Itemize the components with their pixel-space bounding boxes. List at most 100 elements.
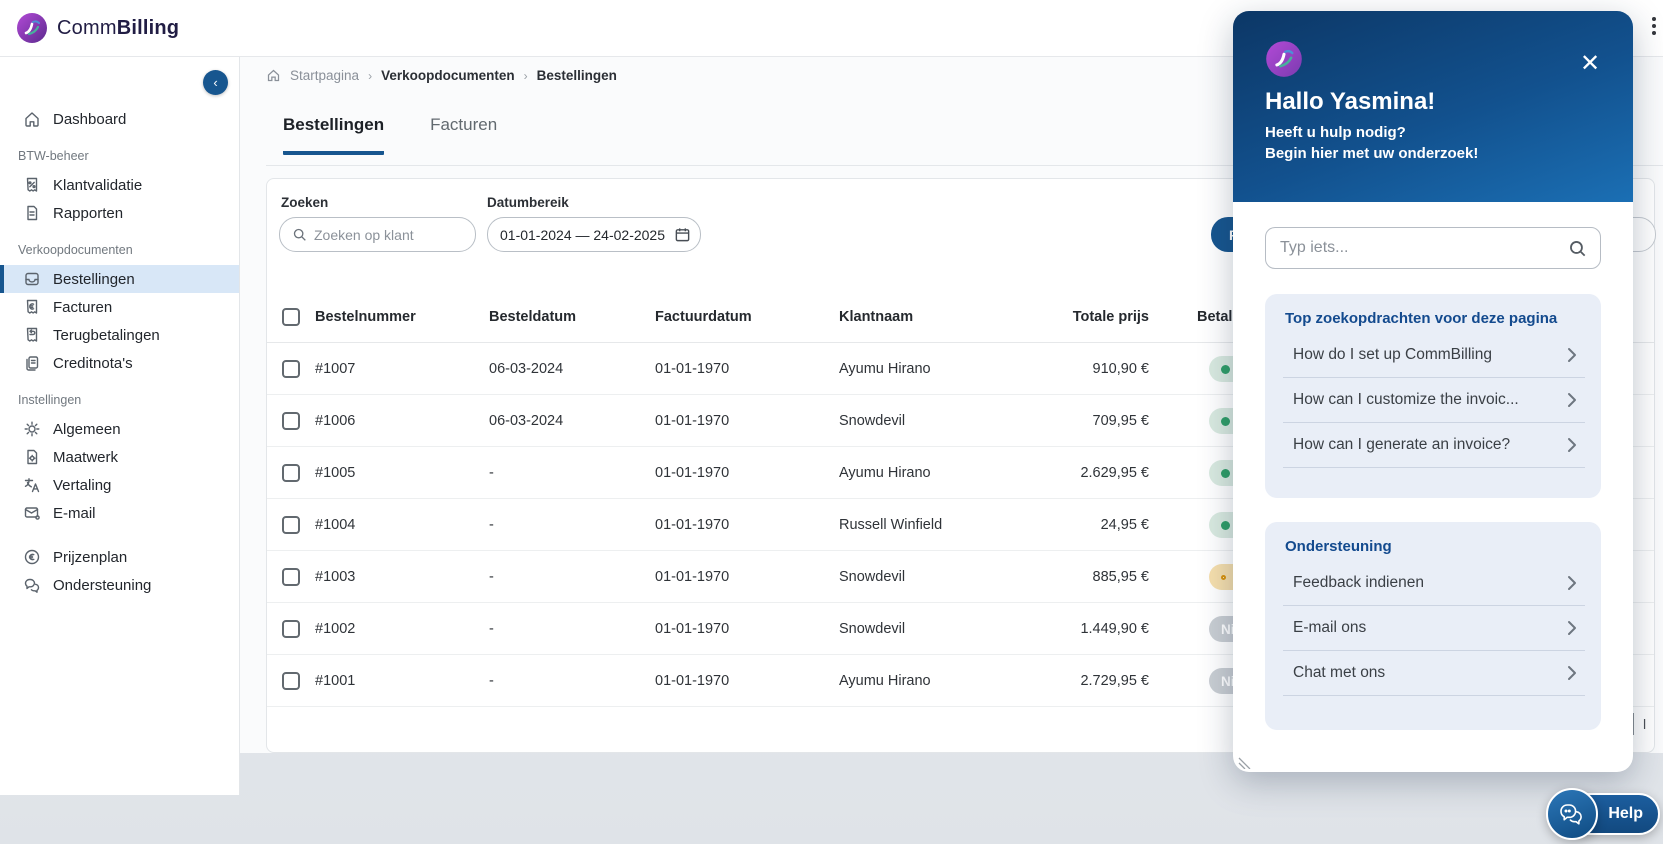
sidebar-collapse-button[interactable]: ‹	[203, 70, 228, 95]
help-fab[interactable]: Help	[1546, 788, 1660, 840]
header-klantnaam: Klantnaam	[839, 291, 913, 343]
document-gear-icon	[23, 448, 41, 466]
search-icon	[292, 227, 307, 242]
sidebar-item-prijzenplan[interactable]: Prijzenplan	[0, 543, 239, 571]
sidebar-item-label: E-mail	[53, 505, 96, 522]
help-greeting: Hallo Yasmina!	[1265, 88, 1435, 116]
help-item-generate-invoice[interactable]: How can I generate an invoice?	[1283, 423, 1585, 468]
cell-besteldatum: -	[489, 499, 494, 551]
cell-besteldatum: -	[489, 447, 494, 499]
row-checkbox[interactable]	[282, 464, 300, 482]
cell-totale-prijs: 1.449,90 €	[967, 603, 1149, 655]
cell-bestelnummer: #1002	[315, 603, 355, 655]
cell-besteldatum: -	[489, 551, 494, 603]
help-item-label: How can I generate an invoice?	[1293, 436, 1510, 454]
cell-bestelnummer: #1006	[315, 395, 355, 447]
help-panel-header: ✕ Hallo Yasmina! Heeft u hulp nodig? Beg…	[1233, 11, 1633, 202]
receipt-euro-icon	[23, 298, 41, 316]
sidebar-item-creditnotas[interactable]: Creditnota's	[0, 349, 239, 377]
cell-totale-prijs: 885,95 €	[967, 551, 1149, 603]
row-checkbox[interactable]	[282, 516, 300, 534]
header-totale-prijs: Totale prijs	[967, 291, 1149, 343]
chevron-right-icon	[1567, 392, 1577, 408]
sidebar-item-dashboard[interactable]: Dashboard	[0, 105, 239, 133]
cell-factuurdatum: 01-01-1970	[655, 499, 729, 551]
help-top-searches-section: Top zoekopdrachten voor deze pagina How …	[1265, 294, 1601, 498]
cell-bestelnummer: #1005	[315, 447, 355, 499]
row-checkbox[interactable]	[282, 620, 300, 638]
sidebar-item-maatwerk[interactable]: Maatwerk	[0, 443, 239, 471]
kebab-menu-icon[interactable]	[1647, 17, 1661, 43]
date-range-field[interactable]	[487, 217, 701, 252]
breadcrumb-startpagina[interactable]: Startpagina	[290, 68, 359, 83]
document-icon	[23, 204, 41, 222]
brand-name: CommBilling	[57, 17, 179, 40]
row-checkbox[interactable]	[282, 672, 300, 690]
search-input[interactable]	[314, 218, 469, 251]
cell-besteldatum: -	[489, 603, 494, 655]
brand: CommBilling	[16, 12, 179, 44]
help-search-input[interactable]	[1280, 228, 1550, 268]
select-all-checkbox[interactable]	[282, 308, 300, 326]
help-item-setup[interactable]: How do I set up CommBilling	[1283, 333, 1585, 378]
cell-totale-prijs: 2.629,95 €	[967, 447, 1149, 499]
sidebar-item-terugbetalingen[interactable]: Terugbetalingen	[0, 321, 239, 349]
inbox-icon	[23, 270, 41, 288]
cell-besteldatum: 06-03-2024	[489, 395, 563, 447]
cell-klantnaam: Ayumu Hirano	[839, 447, 931, 499]
row-checkbox[interactable]	[282, 412, 300, 430]
sidebar-item-label: Dashboard	[53, 111, 126, 128]
chevron-right-icon	[1567, 347, 1577, 363]
sidebar-section-btw: BTW-beheer	[0, 147, 239, 165]
cell-klantnaam: Russell Winfield	[839, 499, 942, 551]
cell-bestelnummer: #1004	[315, 499, 355, 551]
help-item-email-us[interactable]: E-mail ons	[1283, 606, 1585, 651]
date-range-input[interactable]	[500, 218, 666, 251]
sidebar-item-bestellingen[interactable]: Bestellingen	[0, 265, 239, 293]
cell-factuurdatum: 01-01-1970	[655, 603, 729, 655]
close-icon[interactable]: ✕	[1577, 51, 1603, 77]
status-dot-icon	[1221, 575, 1226, 580]
refund-icon	[23, 326, 41, 344]
help-item-feedback[interactable]: Feedback indienen	[1283, 561, 1585, 606]
sidebar-item-email[interactable]: E-mail	[0, 499, 239, 527]
cell-klantnaam: Ayumu Hirano	[839, 655, 931, 707]
customer-search-field[interactable]	[279, 217, 476, 252]
help-item-label: Feedback indienen	[1293, 574, 1424, 592]
row-checkbox[interactable]	[282, 568, 300, 586]
help-item-label: How can I customize the invoic...	[1293, 391, 1519, 409]
cell-factuurdatum: 01-01-1970	[655, 395, 729, 447]
help-section-title: Ondersteuning	[1283, 538, 1585, 555]
breadcrumb: Startpagina › Verkoopdocumenten › Bestel…	[266, 68, 617, 83]
cell-factuurdatum: 01-01-1970	[655, 447, 729, 499]
pagination-fragment: l	[1633, 713, 1646, 735]
commbilling-logo-icon	[1265, 40, 1303, 78]
sidebar-item-ondersteuning[interactable]: Ondersteuning	[0, 571, 239, 599]
tab-bestellingen[interactable]: Bestellingen	[283, 113, 384, 155]
cell-totale-prijs: 709,95 €	[967, 395, 1149, 447]
help-item-customize-invoice[interactable]: How can I customize the invoic...	[1283, 378, 1585, 423]
sidebar-item-rapporten[interactable]: Rapporten	[0, 199, 239, 227]
header-besteldatum: Besteldatum	[489, 291, 576, 343]
search-icon	[1568, 239, 1587, 258]
resize-handle[interactable]	[1237, 755, 1251, 769]
chat-bubbles-icon[interactable]	[1546, 788, 1598, 840]
euro-circle-icon	[23, 548, 41, 566]
sidebar-item-vertaling[interactable]: Vertaling	[0, 471, 239, 499]
sidebar-item-label: Vertaling	[53, 477, 111, 494]
sidebar-item-facturen[interactable]: Facturen	[0, 293, 239, 321]
sidebar-item-label: Rapporten	[53, 205, 123, 222]
row-checkbox[interactable]	[282, 360, 300, 378]
help-subtitle-2: Begin hier met uw onderzoek!	[1265, 145, 1478, 162]
breadcrumb-bestellingen: Bestellingen	[537, 68, 617, 83]
sidebar-item-label: Maatwerk	[53, 449, 118, 466]
sidebar-item-klantvalidatie[interactable]: Klantvalidatie	[0, 171, 239, 199]
help-item-chat-with-us[interactable]: Chat met ons	[1283, 651, 1585, 696]
calendar-icon	[674, 226, 691, 243]
sidebar-item-algemeen[interactable]: Algemeen	[0, 415, 239, 443]
help-search-field[interactable]	[1265, 227, 1601, 269]
tab-facturen[interactable]: Facturen	[430, 113, 497, 155]
tabs: Bestellingen Facturen	[283, 113, 497, 155]
breadcrumb-verkoopdocumenten[interactable]: Verkoopdocumenten	[381, 68, 515, 83]
date-range-label: Datumbereik	[487, 195, 569, 210]
